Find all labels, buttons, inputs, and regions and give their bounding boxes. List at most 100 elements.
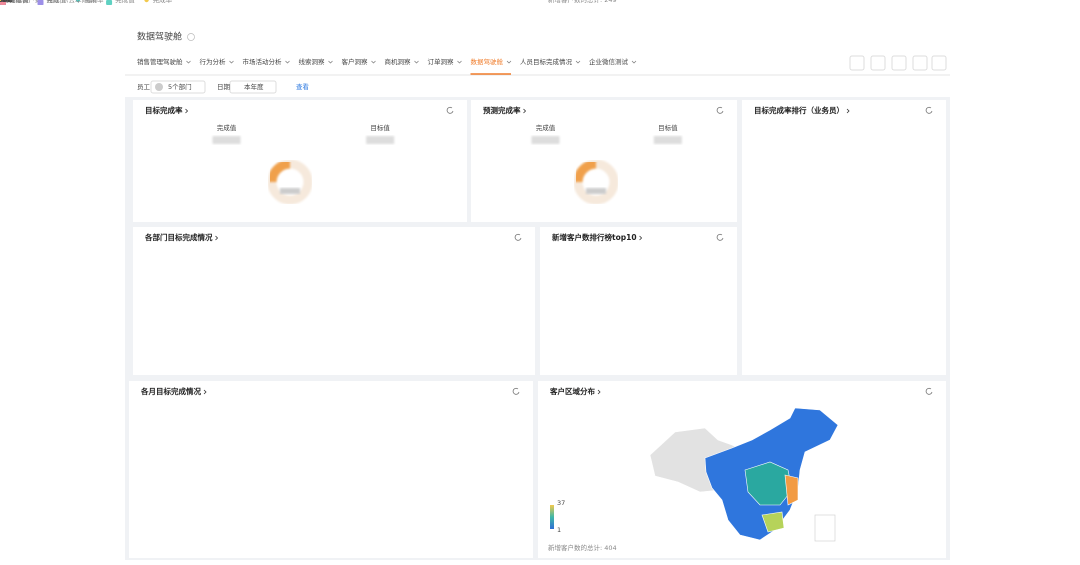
filter-value: 5个部门: [168, 82, 192, 91]
dropdown-caret: [414, 60, 419, 64]
employee-select[interactable]: [150, 80, 206, 94]
nav-tab[interactable]: 订单洞察: [428, 57, 455, 66]
toolbar: [849, 55, 947, 71]
legend-label: 目标值: [9, 0, 29, 4]
nav-tab[interactable]: 商机洞察: [385, 57, 412, 66]
dropdown-caret: [229, 60, 234, 64]
nav-tab[interactable]: 行为分析: [200, 57, 227, 66]
data-label: 0.00%: [0, 0, 10, 4]
date-select[interactable]: [229, 80, 277, 94]
page-title: 数据驾驶舱: [137, 31, 182, 43]
nav-tab[interactable]: 数据驾驶舱: [471, 57, 504, 66]
nav-tab[interactable]: 人员目标完成情况: [520, 57, 573, 66]
panel-title[interactable]: 目标完成率排行（业务员）: [754, 105, 844, 115]
refresh-icon[interactable]: [925, 106, 933, 114]
kpi-value-blurred: [653, 136, 682, 144]
legend-swatch: [106, 0, 113, 5]
legend-swatch: [75, 0, 81, 3]
add-button[interactable]: [849, 55, 865, 71]
dropdown-caret: [457, 60, 462, 64]
dropdown-caret: [186, 60, 191, 64]
data-label: 0.00%: [0, 0, 10, 4]
panel-bg: [129, 381, 533, 558]
refresh-icon[interactable]: [514, 233, 522, 241]
panel-title[interactable]: 各月目标完成情况: [140, 386, 201, 396]
data-label: 0.00%: [0, 0, 10, 4]
refresh-icon[interactable]: [925, 387, 933, 395]
gauge-value-blurred: [279, 188, 300, 194]
data-label: 0.00%: [0, 0, 10, 4]
settings-button[interactable]: [891, 55, 907, 71]
y2-tick-label: 10%: [0, 0, 14, 4]
nav-tab[interactable]: 企业微信测试: [589, 57, 629, 66]
refresh-button[interactable]: [931, 55, 947, 71]
legend-swatch: [0, 0, 6, 5]
panel-title[interactable]: 目标完成率: [145, 105, 183, 115]
y2-tick-label: 20%: [0, 0, 14, 4]
gauge-arc: [267, 159, 291, 183]
color-scale: [550, 505, 554, 529]
legend-label: 完成率: [153, 0, 173, 4]
panel-bg: [742, 100, 946, 375]
y2-tick-label: 40%: [0, 0, 14, 4]
refresh-icon[interactable]: [446, 106, 454, 114]
panel: 客户区域分布 37 1 新增客户数的总计: 404: [538, 381, 946, 558]
data-label: 23.96%: [0, 0, 12, 4]
refresh-icon[interactable]: [716, 106, 724, 114]
refresh-icon[interactable]: [716, 233, 724, 241]
panel-title[interactable]: 预测完成率: [483, 105, 521, 115]
y2-tick-label: 25%: [0, 0, 14, 4]
map-region-central: [744, 461, 793, 506]
refresh-icon[interactable]: [512, 387, 520, 395]
nav-tab[interactable]: 市场活动分析: [243, 57, 283, 66]
nav-tab[interactable]: 销售管理驾驶舱: [137, 57, 183, 66]
kpi-value-blurred: [531, 136, 560, 144]
dropdown-caret: [285, 60, 290, 64]
filter-label: 日期: [217, 83, 231, 91]
panel-title[interactable]: 客户区域分布: [549, 386, 595, 396]
legend-swatch: [144, 0, 149, 3]
title-chevron: [215, 235, 219, 241]
kpi-label: 目标值: [658, 123, 678, 132]
y2-tick-label: 0%: [0, 0, 10, 4]
panel-title[interactable]: 各部门目标完成情况: [144, 232, 213, 242]
nav-tab[interactable]: 线索洞察: [299, 57, 326, 66]
nav-tab[interactable]: 客户洞察: [342, 57, 369, 66]
panel: 目标完成率排行（业务员）完成值目标值0200万400万600万800万: [0, 0, 946, 375]
y2-tick-label: 15%: [0, 0, 14, 4]
gauge-value-blurred: [586, 188, 607, 194]
y2-tick-label: 60%: [0, 0, 14, 4]
dropdown-caret: [631, 60, 637, 64]
gauge-arc: [573, 159, 597, 183]
map-region-south: [761, 511, 785, 533]
map-region-hot: [784, 474, 799, 506]
map-inset: [814, 514, 836, 542]
chart-footer: 新增客户数的总计: 404: [548, 543, 617, 552]
dropdown-caret: [506, 60, 512, 64]
help-icon[interactable]: [187, 33, 195, 41]
title-chevron: [185, 108, 189, 114]
legend-label: 完成率: [84, 0, 104, 4]
data-label: 59.41%: [0, 0, 12, 4]
title-chevron: [203, 389, 207, 395]
dropdown-caret: [575, 60, 581, 64]
data-label: 63.14%: [0, 0, 12, 4]
data-label: 102: [0, 0, 12, 4]
panel-title[interactable]: 新增客户数排行榜top10: [552, 232, 637, 242]
title-chevron: [846, 108, 850, 114]
view-button[interactable]: 查看: [296, 82, 310, 91]
avatar: [155, 83, 163, 91]
legend-swatch: [37, 0, 44, 5]
panel-bg: [133, 100, 467, 222]
data-label: 45.90%: [0, 0, 12, 4]
kpi-label: 完成值: [536, 123, 556, 132]
y2-tick-label: 20%: [0, 0, 14, 4]
info-button[interactable]: [912, 55, 928, 71]
panel: 新增客户数排行榜top10新增客户数0204060801001201023721…: [0, 0, 737, 375]
data-label: 67.97%: [0, 0, 12, 4]
fullscreen-button[interactable]: [870, 55, 886, 71]
